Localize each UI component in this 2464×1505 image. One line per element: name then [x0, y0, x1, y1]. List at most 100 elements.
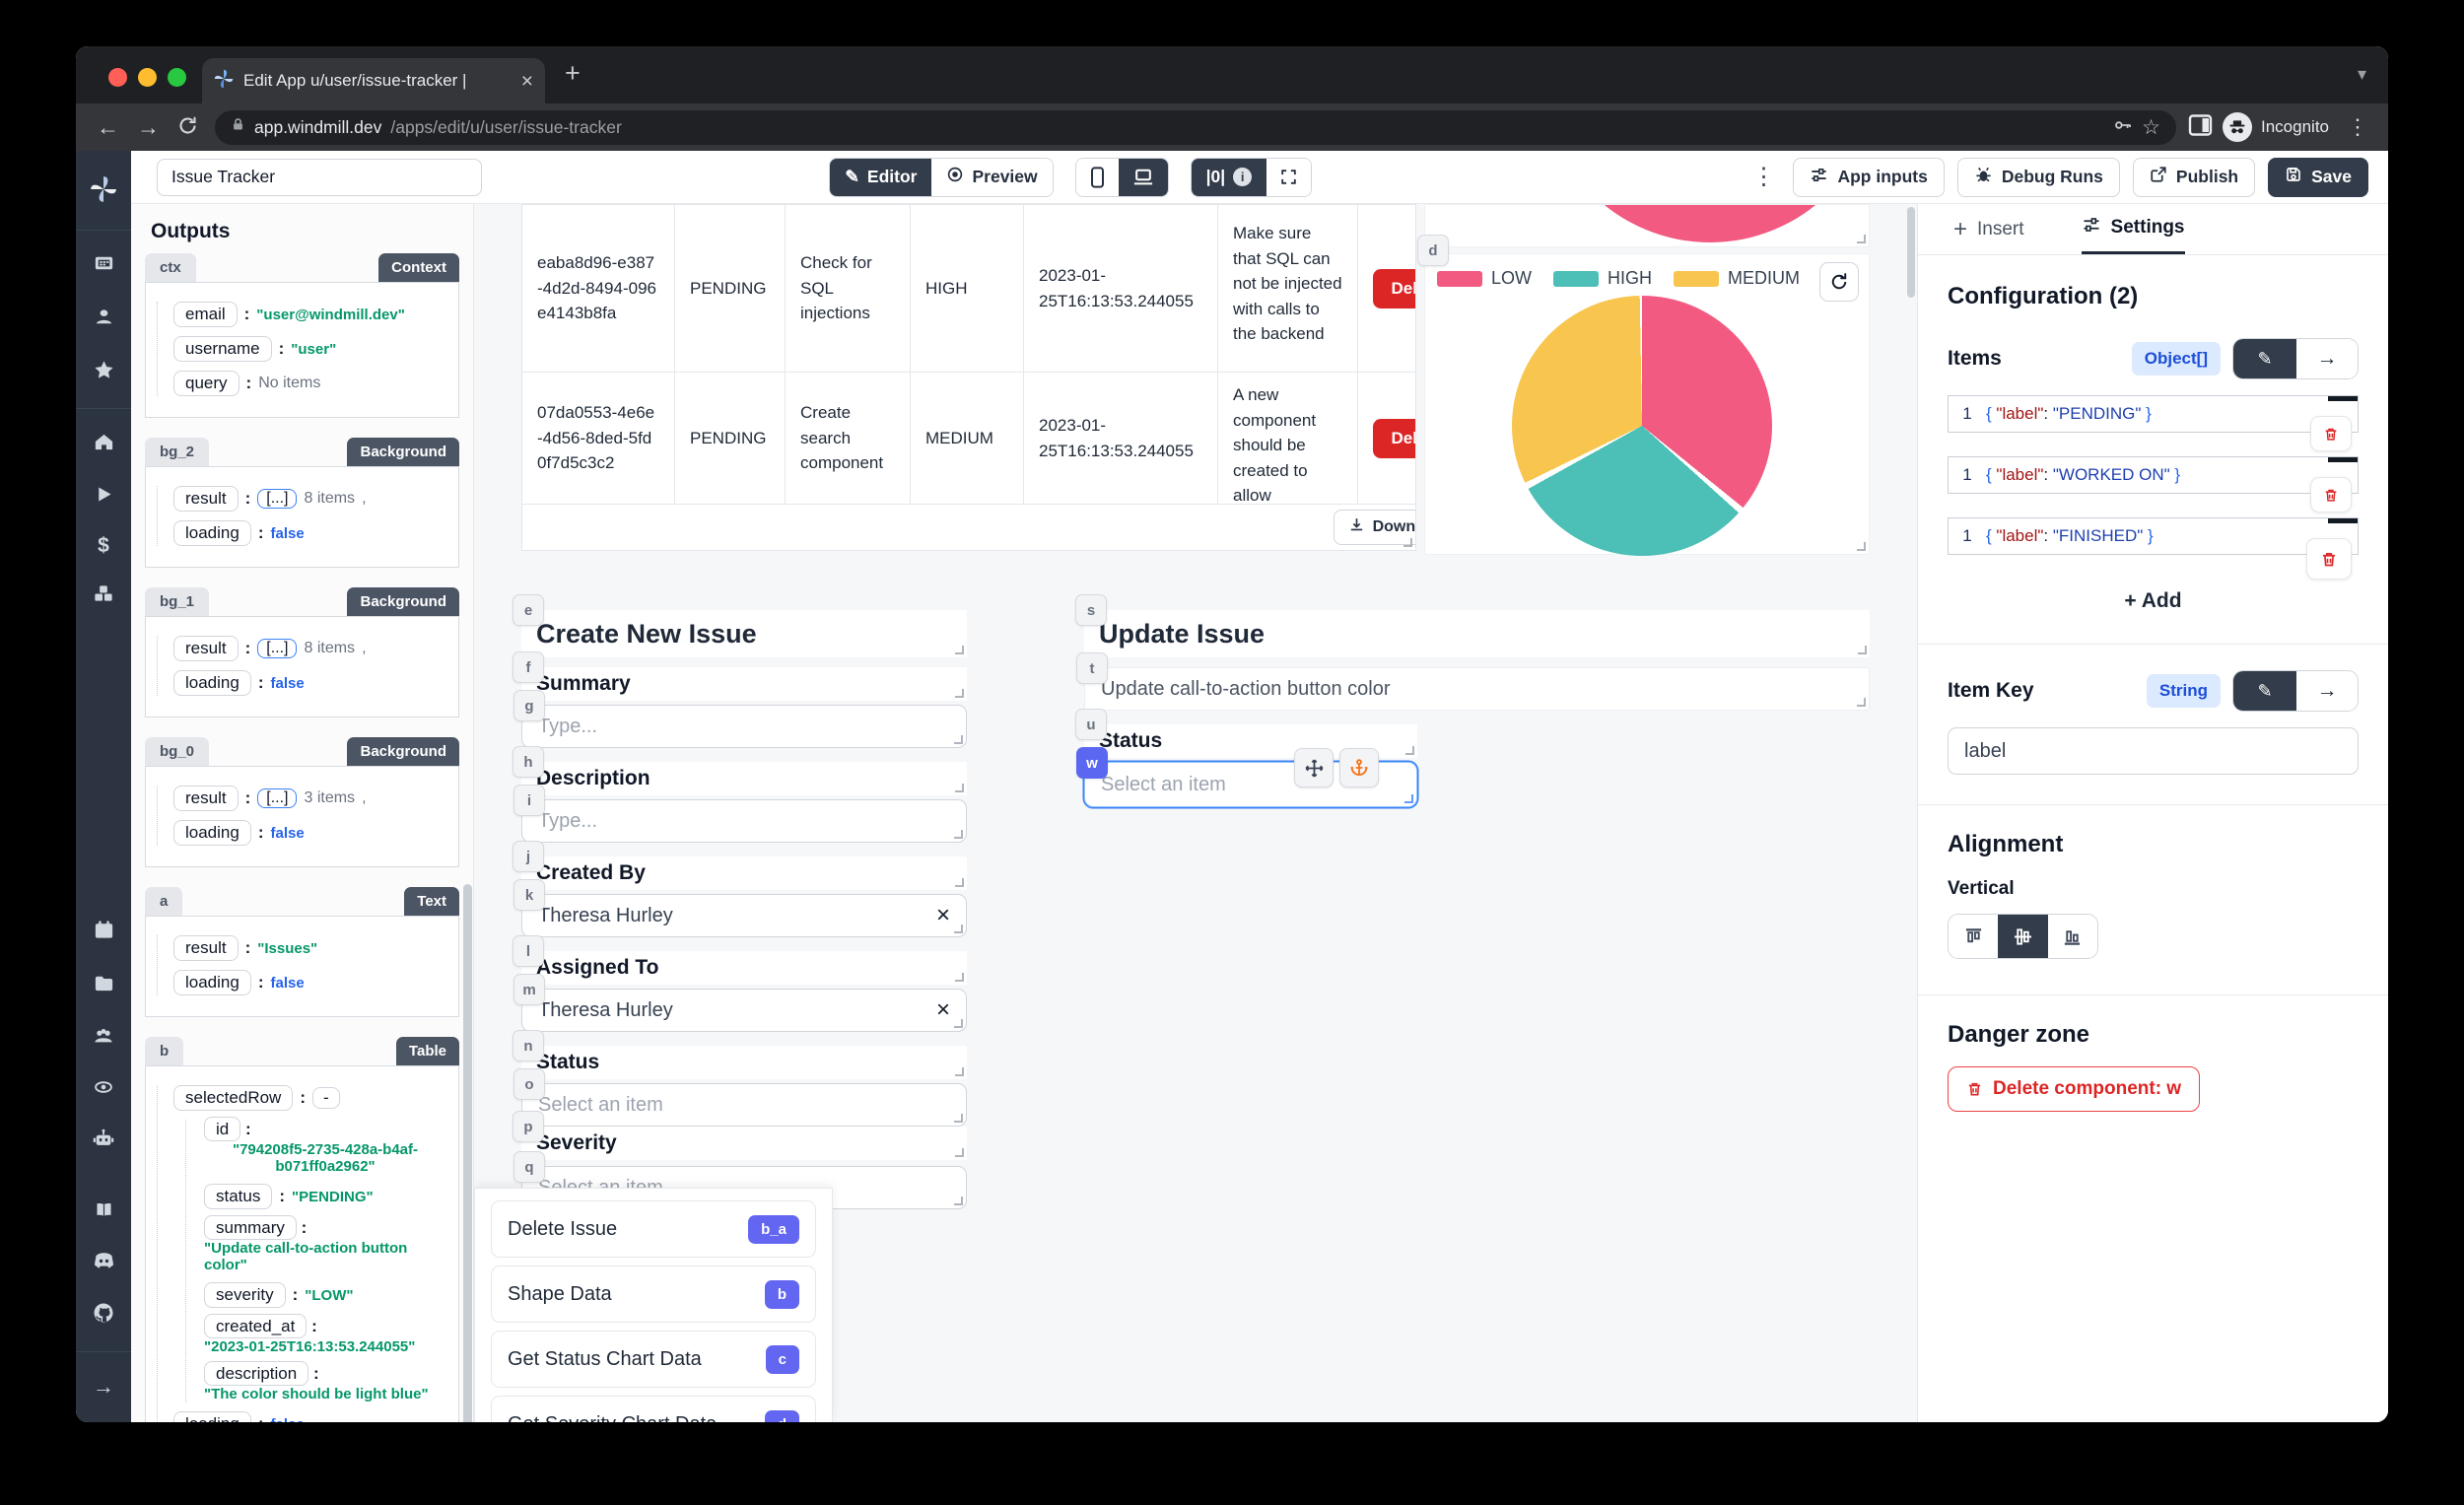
component-id-badge[interactable]: g: [513, 690, 545, 721]
output-key[interactable]: created_at: [204, 1314, 308, 1338]
component-id-badge[interactable]: o: [513, 1068, 545, 1100]
item-key-input[interactable]: [1948, 727, 2359, 775]
desktop-view-button[interactable]: [1118, 158, 1168, 196]
table-row[interactable]: 07da0553-4e6e-4d56-8ded-5fd0f7d5c3c2 PEN…: [522, 373, 1415, 505]
app-inputs-button[interactable]: App inputs: [1793, 157, 1945, 197]
update-summary-input[interactable]: t Update call-to-action button color: [1076, 652, 1870, 711]
github-icon[interactable]: [92, 1301, 115, 1330]
connect-arrow-button[interactable]: →: [2296, 671, 2358, 711]
canvas-scrollbar[interactable]: [1907, 207, 1915, 298]
component-id-badge[interactable]: u: [1075, 709, 1107, 740]
runnable-item[interactable]: Shape Data b: [491, 1266, 816, 1323]
zoom-window-button[interactable]: [168, 68, 186, 87]
issues-table-component[interactable]: eaba8d96-e387-4d2d-8494-096e4143b8fa PEN…: [521, 204, 1416, 551]
array-expander[interactable]: [...]: [257, 788, 298, 808]
component-id-badge[interactable]: q: [513, 1151, 545, 1183]
severity-pie-chart-component[interactable]: d LOW HIGH MEDIUM: [1417, 235, 1870, 556]
folders-icon[interactable]: [93, 972, 115, 999]
audit-eye-icon[interactable]: [92, 1077, 115, 1102]
output-section-bg2[interactable]: bg_2 Background result: [...] 8 items, load…: [145, 438, 459, 568]
reload-icon[interactable]: [177, 115, 198, 140]
connect-arrow-button[interactable]: →: [2296, 339, 2358, 378]
section-name[interactable]: bg_1: [145, 587, 210, 616]
section-name[interactable]: bg_0: [145, 737, 210, 766]
output-section-ctx[interactable]: ctx Context email: "user@windmill.dev" use…: [145, 253, 459, 418]
anchor-component-button[interactable]: [1339, 748, 1379, 787]
tab-close-icon[interactable]: ×: [520, 69, 533, 93]
save-button[interactable]: Save: [2268, 157, 2368, 197]
update-status-label[interactable]: u Status: [1075, 709, 1417, 758]
delete-row-button[interactable]: Delete: [1373, 418, 1415, 458]
align-top-button[interactable]: [1949, 915, 1999, 958]
component-id-badge[interactable]: p: [513, 1111, 544, 1142]
resources-cubes-icon[interactable]: [92, 581, 115, 609]
component-id-badge[interactable]: w: [1076, 747, 1108, 779]
output-key[interactable]: email: [173, 302, 238, 327]
browser-tab[interactable]: Edit App u/user/issue-tracker | ×: [202, 58, 545, 103]
component-id-badge[interactable]: j: [513, 841, 544, 872]
pie-chart[interactable]: [1512, 296, 1772, 556]
mobile-view-button[interactable]: [1075, 158, 1119, 196]
section-name[interactable]: b: [145, 1037, 184, 1065]
output-key[interactable]: loading: [173, 520, 251, 546]
add-item-button[interactable]: + Add: [2118, 588, 2187, 614]
output-key[interactable]: username: [173, 336, 272, 362]
star-icon[interactable]: [93, 359, 115, 386]
status-chart-component-clipped[interactable]: [1424, 204, 1870, 247]
component-id-badge[interactable]: s: [1075, 594, 1107, 626]
minimize-window-button[interactable]: [138, 68, 157, 87]
schedules-calendar-icon[interactable]: [93, 919, 115, 946]
output-key[interactable]: description: [204, 1361, 309, 1386]
section-name[interactable]: a: [145, 887, 183, 916]
description-label[interactable]: h Description: [513, 746, 967, 795]
debug-runs-button[interactable]: Debug Runs: [1956, 157, 2120, 197]
status-select[interactable]: o Select an item: [513, 1068, 967, 1127]
component-id-badge[interactable]: e: [513, 594, 544, 626]
password-key-icon[interactable]: [2113, 115, 2133, 140]
assigned-to-select[interactable]: m Theresa Hurley ×: [513, 974, 967, 1032]
status-label[interactable]: n Status: [513, 1030, 967, 1079]
user-icon[interactable]: [93, 306, 115, 333]
discord-icon[interactable]: [92, 1251, 116, 1275]
fullscreen-button[interactable]: [1266, 158, 1312, 196]
output-key[interactable]: result: [173, 486, 239, 512]
download-button[interactable]: Download: [1333, 510, 1415, 545]
output-key[interactable]: severity: [204, 1282, 286, 1308]
more-options-icon[interactable]: ⋮: [1751, 164, 1776, 190]
clear-icon[interactable]: ×: [935, 996, 950, 1023]
created-by-select[interactable]: k Theresa Hurley ×: [513, 879, 967, 937]
tab-insert[interactable]: + Insert: [1953, 215, 2024, 242]
output-key[interactable]: loading: [173, 1411, 251, 1422]
severity-label[interactable]: p Severity: [513, 1111, 967, 1160]
delete-component-button[interactable]: Delete component: w: [1948, 1066, 2201, 1112]
assigned-to-label[interactable]: l Assigned To: [513, 935, 967, 985]
forward-icon[interactable]: →: [137, 113, 160, 140]
clear-icon[interactable]: ×: [935, 902, 950, 928]
back-icon[interactable]: ←: [97, 113, 119, 140]
component-id-badge[interactable]: t: [1076, 652, 1108, 684]
output-key[interactable]: result: [173, 935, 239, 961]
component-id-badge[interactable]: d: [1417, 235, 1449, 266]
summary-input[interactable]: g Type...: [513, 690, 967, 748]
component-id-badge[interactable]: m: [513, 974, 545, 1005]
section-name[interactable]: ctx: [145, 253, 196, 282]
runnable-item[interactable]: Get Severity Chart Datad: [491, 1396, 816, 1422]
output-key[interactable]: selectedRow: [173, 1085, 294, 1111]
docs-book-icon[interactable]: [93, 1199, 115, 1225]
output-section-a[interactable]: a Text result: "Issues" loading: false: [145, 887, 459, 1017]
edit-pencil-button[interactable]: ✎: [2233, 339, 2296, 378]
variables-dollar-icon[interactable]: $: [98, 534, 109, 557]
refresh-chart-button[interactable]: [1819, 262, 1859, 302]
output-key[interactable]: loading: [173, 670, 251, 696]
component-id-badge[interactable]: h: [513, 746, 544, 778]
windmill-logo[interactable]: [90, 175, 117, 208]
browser-menu-icon[interactable]: ⋮: [2347, 114, 2368, 139]
array-expander[interactable]: [...]: [257, 489, 298, 509]
align-bottom-button[interactable]: [2047, 915, 2097, 958]
output-key[interactable]: result: [173, 636, 239, 661]
update-issue-title[interactable]: s Update Issue: [1075, 594, 1870, 657]
component-id-badge[interactable]: n: [513, 1030, 544, 1061]
incognito-badge[interactable]: Incognito: [2223, 112, 2329, 142]
output-key[interactable]: status: [204, 1184, 273, 1209]
summary-label[interactable]: f Summary: [513, 651, 967, 701]
